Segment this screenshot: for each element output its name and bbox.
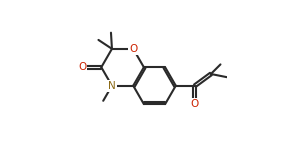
Text: O: O [129, 44, 137, 54]
Text: O: O [78, 62, 86, 72]
Text: O: O [191, 99, 199, 109]
Text: N: N [108, 81, 116, 91]
